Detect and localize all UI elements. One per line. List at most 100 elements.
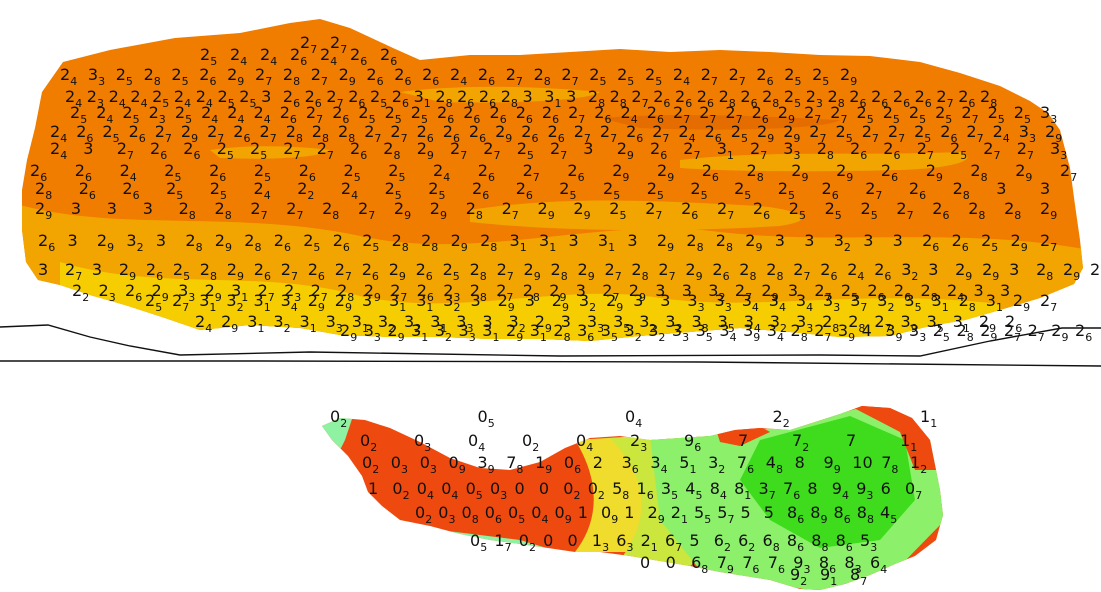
value-label: 26 bbox=[849, 87, 866, 110]
value-label: 26 bbox=[542, 103, 559, 126]
value-label: 26 bbox=[457, 87, 474, 110]
value-label: 26 bbox=[478, 161, 495, 184]
value-label: 28 bbox=[337, 281, 354, 304]
value-label: 26 bbox=[653, 87, 670, 110]
value-label: 3 bbox=[682, 281, 692, 300]
value-label: 28 bbox=[392, 231, 409, 254]
value-label: 34 bbox=[744, 312, 761, 335]
value-label: 03 bbox=[438, 503, 455, 526]
value-label: 29 bbox=[35, 199, 52, 222]
value-label: 27 bbox=[326, 87, 343, 110]
value-label: 27 bbox=[729, 65, 746, 88]
value-label: 62 bbox=[714, 531, 731, 554]
value-label: 31 bbox=[598, 231, 615, 254]
value-label: 26 bbox=[752, 103, 769, 126]
value-label: 24 bbox=[947, 281, 964, 304]
value-label: 16 bbox=[637, 479, 654, 502]
value-label: 27 bbox=[506, 65, 523, 88]
value-label: 26 bbox=[893, 87, 910, 110]
value-label: 28 bbox=[421, 231, 438, 254]
value-label: 31 bbox=[539, 231, 556, 254]
value-label: 26 bbox=[348, 87, 365, 110]
value-label: 23 bbox=[630, 431, 647, 454]
value-label: 25 bbox=[690, 179, 707, 202]
value-label: 27 bbox=[496, 281, 513, 304]
value-label: 3 bbox=[576, 281, 586, 300]
value-label: 26 bbox=[675, 87, 692, 110]
value-label: 25 bbox=[362, 231, 379, 254]
value-label: 27 bbox=[260, 122, 277, 145]
value-label: 27 bbox=[602, 281, 619, 304]
value-label: 26 bbox=[521, 122, 538, 145]
value-label: 3 bbox=[471, 291, 481, 310]
value-label: 24 bbox=[450, 65, 467, 88]
value-label: 26 bbox=[822, 179, 839, 202]
value-label: 83 bbox=[844, 553, 861, 576]
value-label: 51 bbox=[679, 453, 696, 476]
value-label: 29 bbox=[757, 122, 774, 145]
value-label: 26 bbox=[490, 103, 507, 126]
value-label: 3 bbox=[566, 87, 576, 106]
value-label: 24 bbox=[196, 87, 213, 110]
value-label: 31 bbox=[544, 87, 561, 110]
value-label: 62 bbox=[738, 531, 755, 554]
value-label: 34 bbox=[742, 291, 759, 314]
value-label: 32 bbox=[901, 260, 918, 283]
value-label: 27 bbox=[364, 122, 381, 145]
value-label: 29 bbox=[657, 231, 674, 254]
value-label: 27 bbox=[155, 122, 172, 145]
value-label: 25 bbox=[789, 199, 806, 222]
value-label: 04 bbox=[531, 503, 548, 526]
value-label: 26 bbox=[437, 103, 454, 126]
value-label: 3 bbox=[996, 179, 1006, 198]
value-label: 31 bbox=[717, 139, 734, 162]
value-label: 25 bbox=[102, 122, 119, 145]
value-label: 25 bbox=[609, 199, 626, 222]
value-label: 31 bbox=[389, 291, 406, 314]
value-label: 02 bbox=[588, 479, 605, 502]
value-label: 25 bbox=[645, 65, 662, 88]
value-label: 25 bbox=[778, 179, 795, 202]
value-label: 28 bbox=[686, 231, 703, 254]
value-label: 03 bbox=[420, 453, 437, 476]
value-label: 27 bbox=[497, 260, 514, 283]
value-label: 29 bbox=[657, 161, 674, 184]
value-label: 29 bbox=[836, 161, 853, 184]
value-label: 25 bbox=[784, 65, 801, 88]
lower-green-core bbox=[740, 416, 915, 548]
value-label: 29 bbox=[498, 291, 515, 314]
value-label: 33 bbox=[692, 312, 709, 335]
value-label: 28 bbox=[338, 122, 355, 145]
value-label: 0 bbox=[568, 531, 578, 550]
value-label: 24 bbox=[50, 122, 67, 145]
value-label: 04 bbox=[625, 407, 642, 430]
value-label: 28 bbox=[716, 231, 733, 254]
value-label: 3 bbox=[71, 199, 81, 218]
upper-amber-streak-1 bbox=[470, 200, 802, 231]
value-label: 89 bbox=[810, 503, 827, 526]
value-label: 25 bbox=[443, 260, 460, 283]
value-label: 25 bbox=[988, 103, 1005, 126]
value-label: 28 bbox=[553, 321, 570, 344]
value-label: 27 bbox=[917, 139, 934, 162]
value-label: 24 bbox=[201, 103, 218, 126]
upper-dark-streak bbox=[600, 114, 840, 130]
value-label: 26 bbox=[626, 122, 643, 145]
value-label: 28 bbox=[980, 87, 997, 110]
value-label: 25 bbox=[617, 65, 634, 88]
value-label: 24 bbox=[341, 179, 358, 202]
value-label: 32 bbox=[126, 231, 143, 254]
value-label: 29 bbox=[524, 260, 541, 283]
value-label: 92 bbox=[790, 565, 807, 588]
value-label: 33 bbox=[796, 312, 813, 335]
value-label: 29 bbox=[430, 199, 447, 222]
value-label: 3 bbox=[928, 260, 938, 279]
value-label: 33 bbox=[672, 321, 689, 344]
value-label: 29 bbox=[783, 122, 800, 145]
value-label: 76 bbox=[783, 479, 800, 502]
value-label: 27 bbox=[523, 161, 540, 184]
value-label: 26 bbox=[516, 103, 533, 126]
value-label: 93 bbox=[856, 479, 873, 502]
